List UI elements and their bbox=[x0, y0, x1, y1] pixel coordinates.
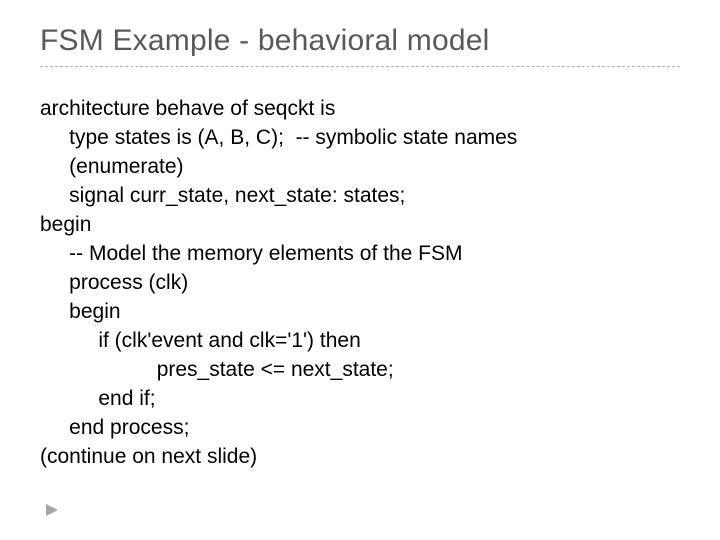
play-icon bbox=[44, 502, 60, 518]
title-divider bbox=[40, 66, 680, 67]
slide: FSM Example - behavioral model architect… bbox=[0, 0, 720, 540]
slide-title: FSM Example - behavioral model bbox=[40, 24, 680, 58]
code-block: architecture behave of seqckt is type st… bbox=[40, 95, 680, 472]
